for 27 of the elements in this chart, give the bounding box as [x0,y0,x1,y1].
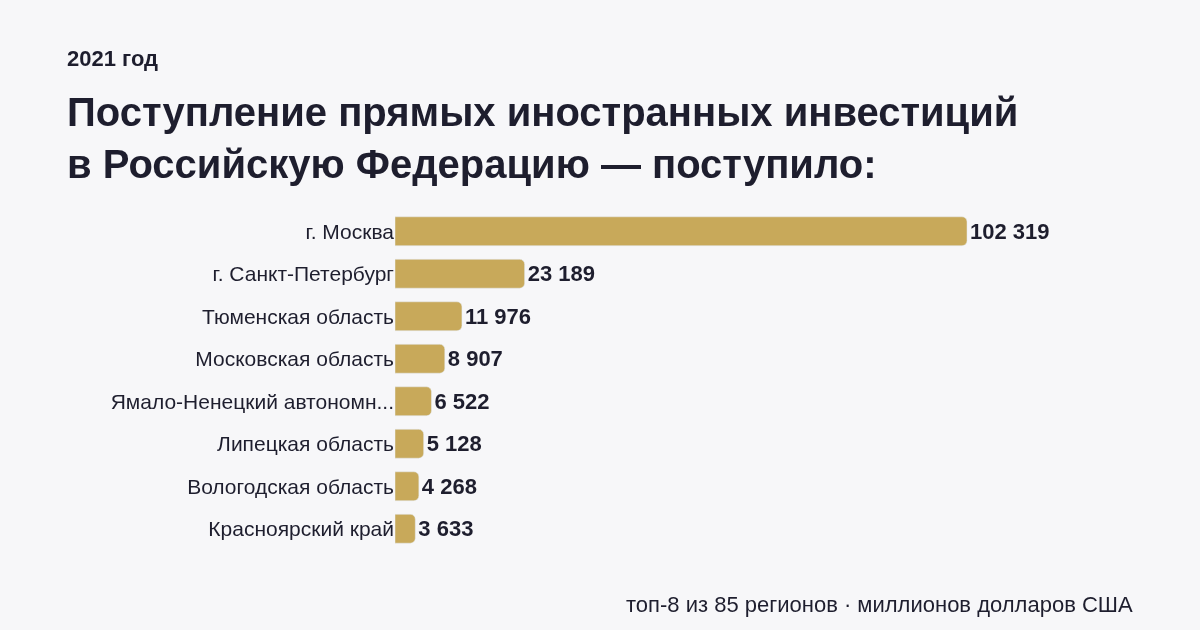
y-tick-label: г. Москва [305,219,395,243]
y-tick-label: Красноярский край [208,517,394,541]
data-label: 8 907 [447,346,503,372]
data-label: 6 522 [434,388,490,414]
y-tick-label: Ямало-Ненецкий автономн... [110,389,394,413]
y-tick-label: г. Санкт-Петербург [212,262,395,286]
y-tick-label: Московская область [195,347,395,371]
y-tick-label: Липецкая область [217,432,395,456]
bar [395,471,420,501]
bar [395,216,968,246]
bar [395,386,432,416]
bar [395,301,463,331]
y-tick-label: Тюменская область [202,304,395,328]
chart-title: Поступление прямых иностранных инвестиций в Российскую Федерацию — поступило: [67,90,1019,186]
data-label: 4 268 [421,473,477,499]
data-label: 11 976 [464,303,532,329]
data-label: 5 128 [426,431,482,457]
data-label: 3 633 [418,516,474,542]
text: топ-8 из 85 регионов · миллионов долларов США [626,592,1133,617]
bar [395,429,424,459]
bar [395,259,525,289]
data-label: 102 319 [970,218,1050,244]
y-tick-label: Вологодская область [187,474,395,498]
text: 2021 год [67,46,159,71]
bar [395,514,416,544]
data-label: 23 189 [527,261,595,287]
bar [395,344,446,374]
